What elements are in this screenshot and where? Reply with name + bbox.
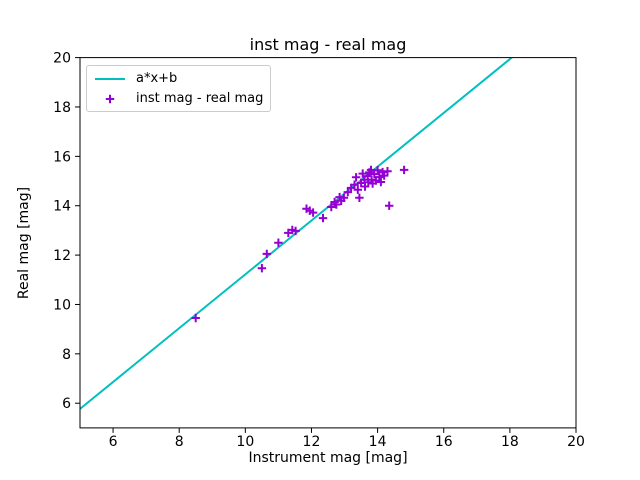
y-tick-label: 10 [53, 297, 71, 313]
data-point [332, 200, 341, 209]
data-point [339, 193, 349, 202]
data-point [358, 169, 367, 178]
y-tick-label: 8 [62, 347, 71, 363]
chart-title: inst mag - real mag [249, 35, 407, 54]
data-point [376, 177, 386, 187]
data-point [383, 167, 392, 176]
data-point [380, 171, 389, 180]
data-point [355, 193, 364, 202]
y-tick-label: 14 [53, 199, 71, 215]
legend-plus-icon [105, 94, 115, 103]
data-point [373, 166, 382, 175]
data-point [308, 208, 318, 217]
scatter-series [191, 165, 409, 323]
data-point [191, 313, 200, 323]
data-point [375, 172, 384, 182]
y-tick-label: 12 [53, 248, 71, 264]
data-point [351, 173, 361, 182]
y-tick-label: 18 [53, 100, 71, 116]
data-point [291, 226, 300, 236]
legend-label-fit-line: a*x+b [136, 71, 178, 86]
legend-line-icon [95, 77, 125, 80]
data-point [399, 165, 409, 175]
x-tick-label: 20 [567, 434, 585, 450]
x-tick-label: 14 [369, 434, 387, 450]
y-tick-label: 16 [53, 149, 71, 165]
data-point [385, 201, 394, 210]
legend-item-scatter: inst mag - real mag [94, 90, 263, 107]
data-point [318, 213, 328, 223]
y-axis-label: Real mag [mag] [16, 186, 32, 300]
x-tick-label: 16 [435, 434, 453, 450]
x-tick-label: 10 [236, 434, 254, 450]
axes-frame [79, 57, 577, 429]
x-tick-label: 8 [175, 434, 184, 450]
x-tick-label: 6 [109, 434, 118, 450]
x-axis-ticks: 6 8 10 12 14 16 18 20 [109, 427, 585, 450]
y-tick-label: 6 [62, 396, 71, 412]
data-point [327, 202, 336, 212]
data-point [353, 185, 362, 194]
legend-label-scatter: inst mag - real mag [136, 91, 264, 106]
legend: a*x+b inst mag - real mag [86, 65, 272, 112]
x-tick-label: 18 [501, 434, 519, 450]
y-tick-label: 20 [53, 51, 71, 67]
data-point [262, 249, 271, 259]
data-point [274, 238, 283, 247]
y-axis-ticks: 6 8 10 12 14 16 18 20 [53, 51, 80, 412]
x-tick-label: 12 [303, 434, 321, 450]
legend-item-fit-line: a*x+b [94, 70, 263, 87]
data-point [350, 180, 359, 189]
x-axis-label: Instrument mag [mag] [248, 450, 408, 466]
data-point [257, 264, 267, 273]
